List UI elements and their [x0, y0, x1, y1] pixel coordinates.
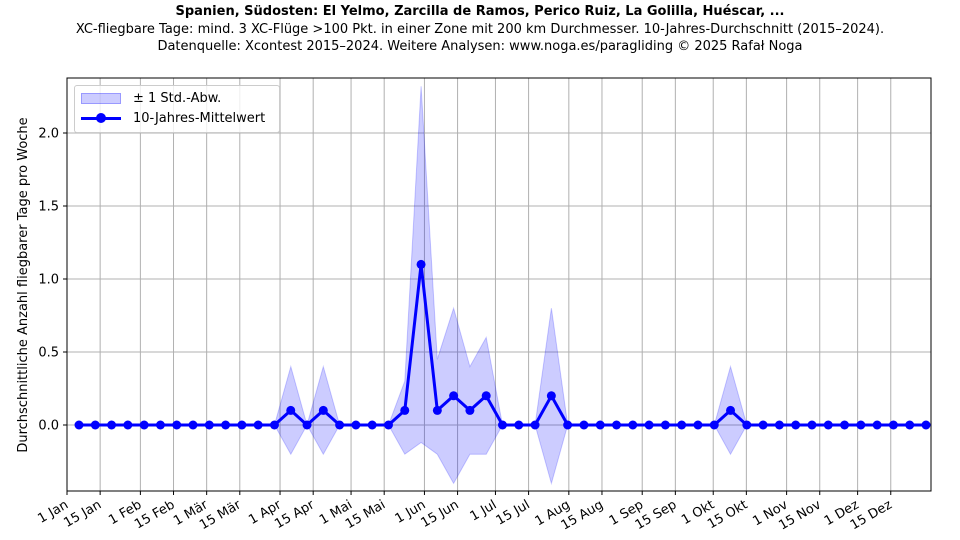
- data-point: [791, 420, 801, 430]
- data-point: [449, 391, 459, 401]
- data-point: [286, 405, 296, 415]
- data-point: [726, 405, 736, 415]
- data-point: [204, 420, 214, 430]
- data-point: [921, 420, 931, 430]
- data-point: [774, 420, 784, 430]
- data-point: [383, 420, 393, 430]
- data-point: [432, 405, 442, 415]
- chart-title: Spanien, Südosten: El Yelmo, Zarcilla de…: [175, 4, 785, 19]
- data-point: [351, 420, 361, 430]
- data-point: [188, 420, 198, 430]
- data-point: [335, 420, 345, 430]
- y-axis-label: Durchschnittliche Anzahl fliegbarer Tage…: [16, 117, 31, 452]
- mean-markers: [74, 259, 931, 430]
- data-point: [840, 420, 850, 430]
- y-tick-label: 2.0: [38, 127, 59, 142]
- data-point: [888, 420, 898, 430]
- data-point: [905, 420, 915, 430]
- x-tick-label: 1 Jul: [468, 497, 500, 524]
- data-point: [872, 420, 882, 430]
- data-point: [612, 420, 622, 430]
- data-point: [856, 420, 866, 430]
- data-point: [172, 420, 182, 430]
- data-point: [660, 420, 670, 430]
- data-point: [595, 420, 605, 430]
- data-point: [742, 420, 752, 430]
- chart-source: Datenquelle: Xcontest 2015–2024. Weitere…: [157, 39, 803, 54]
- data-point: [514, 420, 524, 430]
- x-tick-label: 15 Jun: [419, 497, 462, 530]
- data-point: [155, 420, 165, 430]
- data-point: [302, 420, 312, 430]
- data-point: [269, 420, 279, 430]
- data-point: [644, 420, 654, 430]
- legend-band-label: ± 1 Std.-Abw.: [133, 90, 222, 106]
- data-point: [677, 420, 687, 430]
- y-tick-label: 0.5: [38, 346, 59, 361]
- mean-line: [79, 262, 926, 427]
- data-point: [546, 391, 556, 401]
- data-point: [253, 420, 263, 430]
- data-point: [221, 420, 231, 430]
- data-point: [465, 405, 475, 415]
- chart-subtitle: XC-fliegbare Tage: mind. 3 XC-Flüge >100…: [75, 22, 885, 37]
- data-point: [498, 420, 507, 430]
- data-point: [400, 405, 410, 415]
- legend-item-band: ± 1 Std.-Abw.: [81, 89, 221, 107]
- line-marker-icon: [81, 109, 121, 127]
- data-point: [107, 420, 117, 430]
- data-point: [709, 420, 719, 430]
- data-point: [530, 420, 540, 430]
- data-point: [367, 420, 377, 430]
- data-point: [579, 420, 589, 430]
- data-point: [563, 420, 573, 430]
- data-point: [758, 420, 768, 430]
- data-point: [807, 420, 817, 430]
- y-tick-label: 0.0: [38, 419, 59, 434]
- data-point: [693, 420, 703, 430]
- data-point: [628, 420, 638, 430]
- x-tick-label: 15 Jul: [494, 497, 533, 528]
- data-point: [481, 391, 491, 401]
- data-point: [123, 420, 133, 430]
- y-axis: 0.0 0.5 1.0 1.5 2.0: [38, 127, 67, 434]
- data-point: [139, 420, 149, 430]
- data-point: [74, 420, 84, 430]
- data-point: [823, 420, 833, 430]
- y-tick-label: 1.5: [38, 200, 59, 215]
- y-tick-label: 1.0: [38, 273, 59, 288]
- band-swatch-icon: [81, 92, 121, 104]
- legend-line-label: 10-Jahres-Mittelwert: [133, 110, 266, 126]
- legend: ± 1 Std.-Abw. 10-Jahres-Mittelwert: [74, 85, 280, 133]
- data-point: [90, 420, 100, 430]
- axes-frame: [66, 77, 932, 492]
- data-point: [416, 259, 426, 269]
- data-point: [237, 420, 247, 430]
- x-tick-label: 15 Jan: [61, 497, 104, 530]
- legend-item-line: 10-Jahres-Mittelwert: [81, 109, 265, 127]
- data-point: [318, 405, 328, 415]
